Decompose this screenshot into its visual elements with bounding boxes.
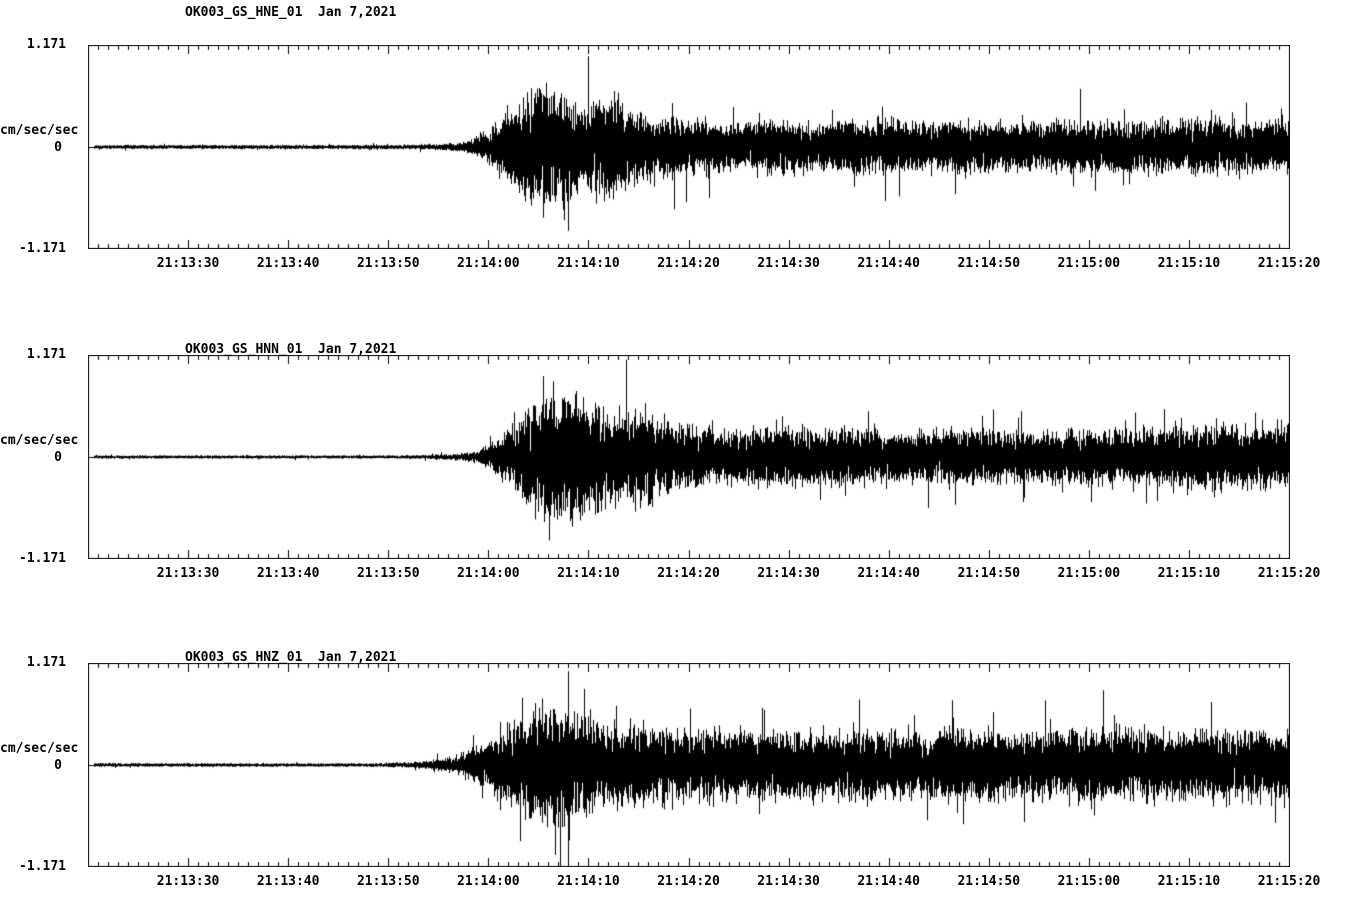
x-tick-label: 21:14:30 [757, 566, 820, 581]
x-tick-label: 21:15:10 [1157, 874, 1221, 889]
x-tick-label: 21:14:10 [557, 566, 620, 581]
waveform-plot-hnz [88, 663, 1290, 867]
x-tick-label: 21:14:00 [457, 256, 520, 271]
x-tick-label: 21:14:40 [857, 874, 920, 889]
x-axis-tick-labels: 21:13:30 21:13:40 21:13:50 21:14:00 21:14:10… [0, 874, 1358, 892]
seismogram-panel-hne: OK003_GS_HNE_01 Jan 7,2021 1.171 cm/sec/… [0, 0, 1358, 300]
x-axis-tick-labels: 21:13:30 21:13:40 21:13:50 21:14:00 21:14:10… [0, 256, 1358, 274]
x-tick-label: 21:13:40 [256, 874, 320, 889]
x-tick-label: 21:13:30 [156, 256, 220, 271]
ytick-min-label: -1.171 [19, 551, 66, 566]
panel-title: OK003_GS_HNZ_01 Jan 7,2021 [185, 650, 397, 665]
x-tick-label: 21:14:50 [957, 256, 1021, 271]
x-tick-label: 21:14:00 [457, 874, 520, 889]
x-tick-label: 21:14:30 [757, 874, 820, 889]
x-tick-label: 21:14:30 [757, 256, 820, 271]
x-tick-label: 21:15:20 [1257, 874, 1321, 889]
x-tick-label: 21:14:10 [557, 874, 620, 889]
x-tick-label: 21:13:30 [156, 874, 220, 889]
waveform-plot-hnn [88, 355, 1290, 559]
y-axis-unit-label: cm/sec/sec [0, 433, 79, 448]
x-tick-label: 21:15:00 [1057, 256, 1121, 271]
ytick-max-label: 1.171 [26, 37, 66, 52]
x-tick-label: 21:14:10 [557, 256, 620, 271]
x-tick-label: 21:13:50 [356, 256, 420, 271]
x-tick-label: 21:15:00 [1057, 566, 1121, 581]
ytick-min-label: -1.171 [19, 241, 66, 256]
seismogram-panel-hnn: OK003_GS_HNN_01 Jan 7,2021 1.171 cm/sec/… [0, 310, 1358, 610]
x-tick-label: 21:13:50 [356, 566, 420, 581]
x-tick-label: 21:15:20 [1257, 256, 1321, 271]
panel-title: OK003_GS_HNE_01 Jan 7,2021 [185, 5, 397, 20]
x-tick-label: 21:15:00 [1057, 874, 1121, 889]
x-tick-label: 21:14:20 [657, 256, 720, 271]
panel-title: OK003_GS_HNN_01 Jan 7,2021 [185, 342, 397, 357]
ytick-max-label: 1.171 [26, 655, 66, 670]
y-axis-unit-label: cm/sec/sec [0, 741, 79, 756]
x-tick-label: 21:13:30 [156, 566, 220, 581]
x-tick-label: 21:14:20 [657, 566, 720, 581]
x-tick-label: 21:13:50 [356, 874, 420, 889]
y-axis-unit-label: cm/sec/sec [0, 123, 79, 138]
x-tick-label: 21:14:50 [957, 566, 1021, 581]
ytick-zero-label: 0 [54, 140, 62, 155]
ytick-zero-label: 0 [54, 450, 62, 465]
x-tick-label: 21:14:20 [657, 874, 720, 889]
ytick-zero-label: 0 [54, 758, 62, 773]
x-tick-label: 21:14:00 [457, 566, 520, 581]
x-axis-tick-labels: 21:13:30 21:13:40 21:13:50 21:14:00 21:14:10… [0, 566, 1358, 584]
ytick-min-label: -1.171 [19, 859, 66, 874]
x-tick-label: 21:15:20 [1257, 566, 1321, 581]
x-tick-label: 21:13:40 [256, 566, 320, 581]
x-tick-label: 21:14:40 [857, 566, 920, 581]
ytick-max-label: 1.171 [26, 347, 66, 362]
x-tick-label: 21:14:40 [857, 256, 920, 271]
x-tick-label: 21:13:40 [256, 256, 320, 271]
x-tick-label: 21:15:10 [1157, 566, 1221, 581]
x-tick-label: 21:15:10 [1157, 256, 1221, 271]
x-tick-label: 21:14:50 [957, 874, 1021, 889]
waveform-plot-hne [88, 45, 1290, 249]
seismogram-panel-hnz: OK003_GS_HNZ_01 Jan 7,2021 1.171 cm/sec/… [0, 618, 1358, 918]
